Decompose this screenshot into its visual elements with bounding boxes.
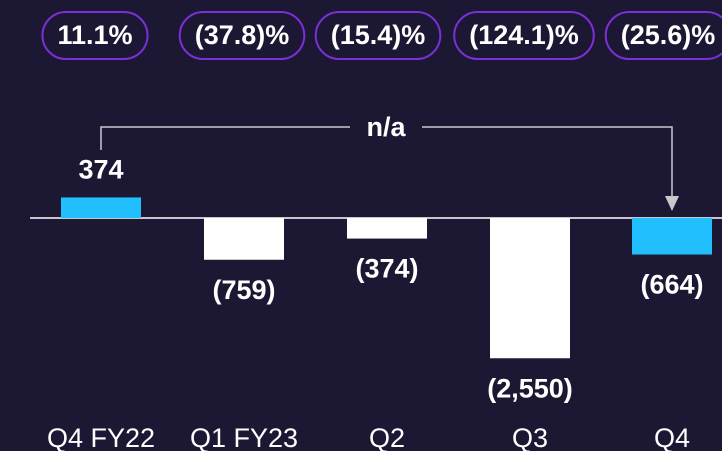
bar [61,197,141,218]
x-tick-label: Q2 [369,423,405,451]
bar [490,218,570,359]
badge-label: (37.8)% [195,20,290,50]
badge-label: 11.1% [57,20,132,50]
value-label: (664) [640,270,703,300]
badge [178,11,306,60]
annotation-bracket [100,126,673,200]
bracket-left [100,126,350,150]
bar [632,218,712,255]
badge [314,11,442,60]
bar [347,218,427,239]
value-label: (2,550) [487,373,573,403]
x-tick-label: Q4 [654,423,690,451]
badge [41,11,149,60]
x-tick-label: Q4 FY22 [47,423,155,451]
bracket-right [422,126,673,200]
value-label: (374) [355,254,418,284]
badge-label: (124.1)% [469,20,579,50]
arrow-head [665,196,679,211]
x-tick-label: Q3 [512,423,548,451]
badge [604,11,722,60]
badge-label: (25.6)% [621,20,716,50]
bar [204,218,284,260]
value-label: 374 [78,155,123,185]
x-tick-label: Q1 FY23 [190,423,298,451]
value-label: (759) [212,275,275,305]
badge [453,11,595,60]
badge-label: (15.4)% [331,20,426,50]
annotation: n/a [366,112,406,142]
